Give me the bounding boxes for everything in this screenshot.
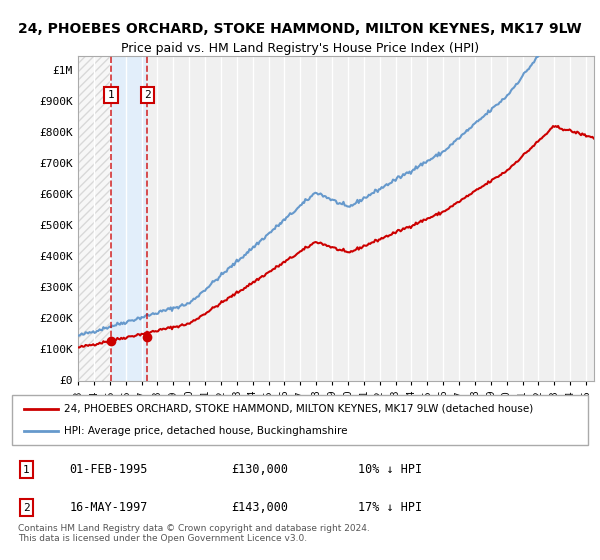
Text: 16-MAY-1997: 16-MAY-1997: [70, 501, 148, 514]
Text: 10% ↓ HPI: 10% ↓ HPI: [358, 463, 422, 476]
Text: 24, PHOEBES ORCHARD, STOKE HAMMOND, MILTON KEYNES, MK17 9LW (detached house): 24, PHOEBES ORCHARD, STOKE HAMMOND, MILT…: [64, 404, 533, 414]
Text: £800K: £800K: [39, 128, 73, 138]
Text: £700K: £700K: [39, 159, 73, 169]
Bar: [78, 56, 111, 381]
Text: £143,000: £143,000: [231, 501, 288, 514]
Text: £1M: £1M: [53, 67, 73, 77]
Text: £130,000: £130,000: [231, 463, 288, 476]
Text: 01-FEB-1995: 01-FEB-1995: [70, 463, 148, 476]
Text: Price paid vs. HM Land Registry's House Price Index (HPI): Price paid vs. HM Land Registry's House …: [121, 42, 479, 55]
Text: 2: 2: [23, 503, 30, 513]
Text: HPI: Average price, detached house, Buckinghamshire: HPI: Average price, detached house, Buck…: [64, 426, 347, 436]
Text: 17% ↓ HPI: 17% ↓ HPI: [358, 501, 422, 514]
Text: £400K: £400K: [39, 252, 73, 262]
Text: £100K: £100K: [39, 345, 73, 355]
Text: £900K: £900K: [39, 97, 73, 108]
Text: 1: 1: [107, 90, 115, 100]
Text: £0: £0: [59, 376, 73, 386]
Text: £200K: £200K: [39, 314, 73, 324]
Text: 2: 2: [144, 90, 151, 100]
Text: 1: 1: [23, 464, 30, 474]
Bar: [111, 56, 148, 381]
Text: £300K: £300K: [39, 283, 73, 293]
Text: £500K: £500K: [39, 221, 73, 231]
Text: 24, PHOEBES ORCHARD, STOKE HAMMOND, MILTON KEYNES, MK17 9LW: 24, PHOEBES ORCHARD, STOKE HAMMOND, MILT…: [18, 22, 582, 36]
Text: Contains HM Land Registry data © Crown copyright and database right 2024.
This d: Contains HM Land Registry data © Crown c…: [18, 524, 370, 543]
Text: £600K: £600K: [39, 190, 73, 200]
